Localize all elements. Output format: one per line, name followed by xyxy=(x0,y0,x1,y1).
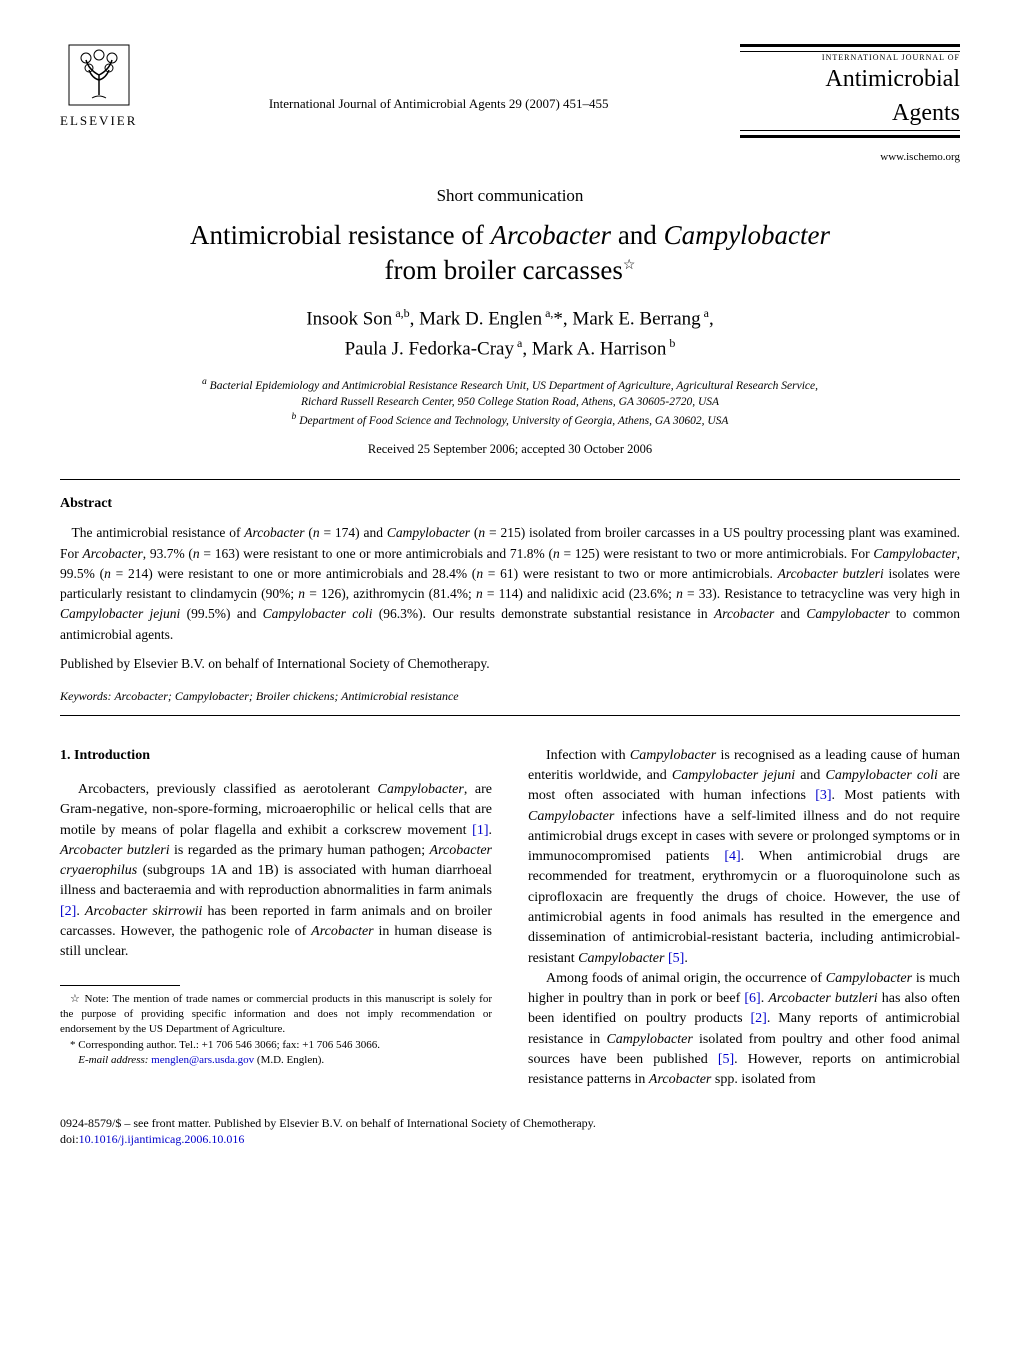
keywords-label: Keywords: xyxy=(60,689,112,703)
journal-citation: International Journal of Antimicrobial A… xyxy=(137,95,740,113)
publisher-name: ELSEVIER xyxy=(60,112,137,130)
title-note-marker: ☆ xyxy=(623,258,636,273)
right-column: Infection with Campylobacter is recognis… xyxy=(528,746,960,1091)
rule xyxy=(60,479,960,480)
intro-para3: Among foods of animal origin, the occurr… xyxy=(528,969,960,1091)
authors: Insook Son a,b, Mark D. Englen a,*, Mark… xyxy=(60,304,960,364)
journal-title-word1: Antimicrobial xyxy=(740,63,960,97)
email-link[interactable]: menglen@ars.usda.gov xyxy=(151,1054,254,1066)
front-matter-line: 0924-8579/$ – see front matter. Publishe… xyxy=(60,1115,960,1132)
rule xyxy=(740,44,960,47)
intro-para1: Arcobacters, previously classified as ae… xyxy=(60,780,492,963)
affiliation-a: a Bacterial Epidemiology and Antimicrobi… xyxy=(60,375,960,410)
abstract-copyright: Published by Elsevier B.V. on behalf of … xyxy=(60,655,960,674)
body-columns: 1. Introduction Arcobacters, previously … xyxy=(60,746,960,1091)
intro-para2: Infection with Campylobacter is recognis… xyxy=(528,746,960,969)
footnote-corresponding: * Corresponding author. Tel.: +1 706 546… xyxy=(60,1038,492,1053)
journal-title-word2: Agents xyxy=(740,97,960,131)
doi-link[interactable]: 10.1016/j.ijantimicag.2006.10.016 xyxy=(79,1132,245,1146)
article-title: Antimicrobial resistance of Arcobacter a… xyxy=(60,218,960,288)
publisher-logo: ELSEVIER xyxy=(60,40,137,130)
journal-url: www.ischemo.org xyxy=(740,150,960,165)
rule xyxy=(60,715,960,716)
abstract-body: The antimicrobial resistance of Arcobact… xyxy=(60,523,960,645)
keywords-text: Arcobacter; Campylobacter; Broiler chick… xyxy=(112,689,459,703)
doi-label: doi: xyxy=(60,1132,79,1146)
journal-branding: INTERNATIONAL JOURNAL OF Antimicrobial A… xyxy=(740,40,960,166)
doi-line: doi:10.1016/j.ijantimicag.2006.10.016 xyxy=(60,1131,960,1148)
section-heading-intro: 1. Introduction xyxy=(60,746,492,766)
article-type: Short communication xyxy=(60,184,960,208)
footnotes: ☆ Note: The mention of trade names or co… xyxy=(60,992,492,1069)
header: ELSEVIER International Journal of Antimi… xyxy=(60,40,960,166)
rule xyxy=(740,135,960,138)
journal-supertitle: INTERNATIONAL JOURNAL OF xyxy=(740,52,960,63)
rule xyxy=(740,130,960,131)
footnote-rule xyxy=(60,985,180,986)
dates-received: Received 25 September 2006; accepted 30 … xyxy=(60,441,960,459)
title-line1: Antimicrobial resistance of Arcobacter a… xyxy=(190,220,830,250)
email-tail: (M.D. Englen). xyxy=(254,1054,324,1066)
email-label: E-mail address: xyxy=(78,1054,151,1066)
affiliations: a Bacterial Epidemiology and Antimicrobi… xyxy=(60,375,960,429)
footnote-star: ☆ Note: The mention of trade names or co… xyxy=(60,992,492,1038)
bottom-publication-info: 0924-8579/$ – see front matter. Publishe… xyxy=(60,1115,960,1149)
left-column: 1. Introduction Arcobacters, previously … xyxy=(60,746,492,1091)
affiliation-b: b Department of Food Science and Technol… xyxy=(60,410,960,429)
title-line2: from broiler carcasses xyxy=(385,255,623,285)
footnote-email: E-mail address: menglen@ars.usda.gov (M.… xyxy=(60,1053,492,1068)
elsevier-tree-icon xyxy=(64,40,134,110)
abstract-heading: Abstract xyxy=(60,494,960,514)
keywords: Keywords: Arcobacter; Campylobacter; Bro… xyxy=(60,688,960,705)
